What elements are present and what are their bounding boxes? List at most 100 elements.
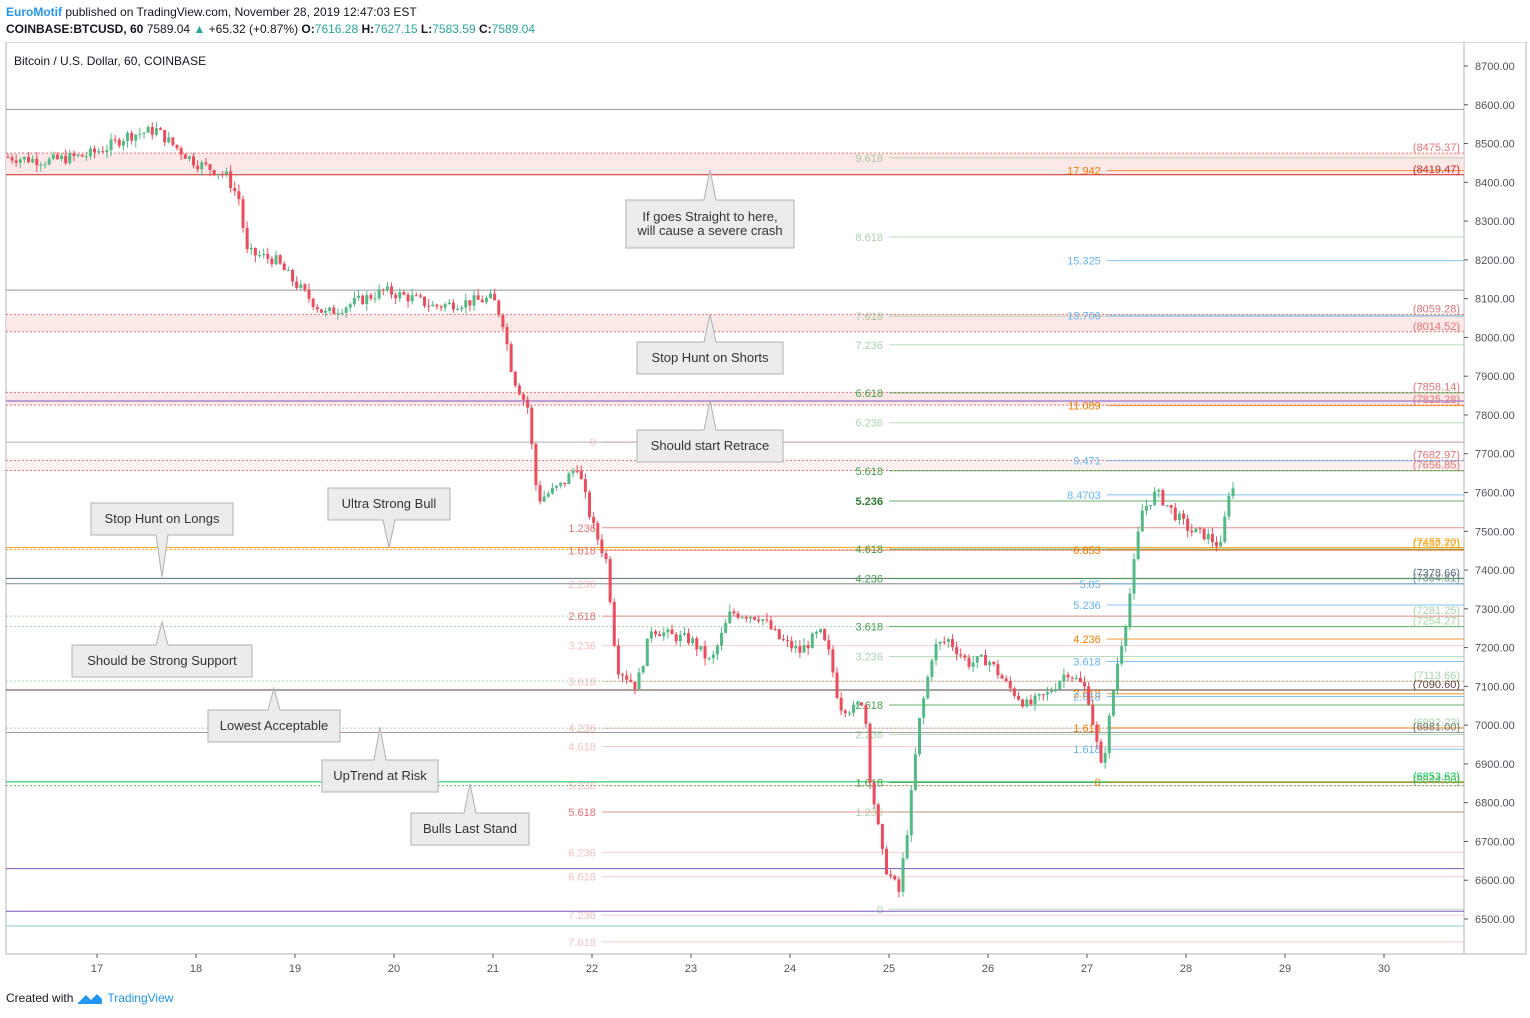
level-tag: (7090.60) — [1413, 679, 1460, 691]
fib-label: 5.618 — [855, 466, 883, 478]
price-tick-label: 7400.00 — [1475, 565, 1515, 577]
time-axis[interactable]: 17 18 19 20 21 22 23 24 25 26 27 28 29 30 — [91, 954, 1390, 975]
fib-label: 2.618 — [1073, 689, 1101, 701]
candle-body — [1045, 692, 1049, 695]
candle-body — [852, 704, 856, 713]
candle-body — [753, 617, 757, 620]
candle-body — [604, 553, 608, 560]
candle-body — [97, 151, 101, 153]
candle-body — [196, 165, 200, 170]
candle-body — [406, 294, 410, 302]
chart-area[interactable]: 0 1.236 1.618 2.236 2.618 3.236 3.618 4.236 4.61… — [0, 41, 1530, 987]
candle-body — [84, 156, 88, 158]
candle-body — [860, 702, 864, 706]
fib-label: 15.325 — [1067, 256, 1101, 268]
candle-body — [460, 307, 464, 310]
candle-body — [1083, 682, 1087, 687]
time-tick-label: 25 — [883, 963, 895, 975]
fib-layer: 0 1.236 1.618 2.236 2.618 3.236 3.618 4.236 4.61… — [568, 153, 1464, 949]
price-chart[interactable]: 0 1.236 1.618 2.236 2.618 3.236 3.618 4.236 4.61… — [0, 41, 1530, 982]
candle-body — [497, 300, 501, 316]
callout-text: will cause a severe crash — [636, 223, 782, 238]
fib-label: 0 — [877, 904, 883, 916]
price-tick-label: 7800.00 — [1475, 410, 1515, 422]
candle-body — [955, 647, 959, 655]
candle-body — [468, 300, 472, 306]
candle-body — [435, 304, 439, 307]
candle-body — [608, 559, 612, 602]
candle-body — [369, 295, 373, 299]
annotation-callout: Bulls Last Stand — [410, 783, 530, 846]
candle-body — [649, 631, 653, 639]
fib-label: 6.618 — [855, 388, 883, 400]
chart-title: Bitcoin / U.S. Dollar, 60, COINBASE — [14, 54, 206, 68]
candle-body — [806, 645, 810, 649]
candle-body — [1008, 680, 1012, 689]
candle-body — [286, 270, 290, 272]
candle-body — [117, 139, 121, 146]
candle-body — [357, 295, 361, 299]
price-tick-label: 6900.00 — [1475, 759, 1515, 771]
candle-body — [35, 158, 39, 166]
price-tick-label: 6600.00 — [1475, 875, 1515, 887]
price-axis-frame[interactable] — [1463, 41, 1527, 955]
candle-body — [1124, 626, 1128, 646]
candle-body — [10, 157, 14, 161]
candle-body — [410, 295, 414, 302]
candle-body — [889, 874, 893, 876]
candle-body — [150, 126, 154, 135]
price-axis[interactable]: 8700.00 8600.00 8500.00 8400.00 8300.00 8200.… — [1464, 61, 1515, 926]
candle-body — [1186, 518, 1190, 531]
candle-body — [575, 470, 579, 472]
candle-body — [988, 661, 992, 666]
candle-body — [443, 304, 447, 308]
level-tag: (8419.47) — [1413, 164, 1460, 176]
candle-body — [402, 292, 406, 295]
author-name[interactable]: EuroMotif — [6, 5, 62, 19]
candle-body — [1070, 677, 1074, 679]
candle-body — [814, 631, 818, 634]
candle-body — [550, 487, 554, 494]
price-tick-label: 7700.00 — [1475, 449, 1515, 461]
candle-body — [897, 879, 901, 892]
candle-body — [959, 654, 963, 656]
price-zone — [6, 153, 1464, 175]
fib-label: 2.618 — [568, 611, 596, 623]
callout-text: Stop Hunt on Longs — [105, 511, 220, 526]
candle-body — [1182, 513, 1186, 519]
price-tick-label: 8000.00 — [1475, 332, 1515, 344]
candle-body — [336, 313, 340, 315]
level-tag: (6981.00) — [1413, 722, 1460, 734]
candle-body — [893, 875, 897, 880]
candle-body — [43, 164, 47, 166]
fib-label: 0 — [590, 437, 596, 449]
candle-body — [348, 304, 352, 308]
candle-body — [93, 148, 97, 153]
candle-body — [1000, 675, 1004, 679]
candle-body — [633, 681, 637, 690]
candle-body — [258, 255, 262, 257]
candle-body — [1087, 686, 1091, 705]
time-tick-label: 18 — [190, 963, 202, 975]
created-with-text: Created with — [6, 991, 74, 1005]
candle-body — [212, 170, 216, 175]
candle-body — [732, 611, 736, 614]
footer: Created with TradingView — [6, 991, 173, 1005]
candle-body — [864, 705, 868, 724]
level-tag: (7825.28) — [1413, 394, 1460, 406]
fib-label: 2.618 — [855, 700, 883, 712]
level-tags: (8475.37) (8419.47) (8059.28) (8014.52) (785… — [1413, 142, 1460, 787]
candle-body — [398, 292, 402, 299]
candle-body — [1029, 699, 1033, 705]
candle-body — [583, 479, 587, 493]
time-tick-label: 23 — [685, 963, 697, 975]
candle-body — [1012, 688, 1016, 696]
callout-box — [636, 313, 784, 375]
annotation-callout: Stop Hunt on Shorts — [636, 313, 784, 375]
candle-body — [385, 286, 389, 291]
price-change: +65.32 (+0.87%) — [208, 22, 299, 36]
tradingview-link[interactable]: TradingView — [107, 991, 174, 1005]
candle-body — [786, 640, 790, 642]
candle-body — [757, 619, 761, 622]
annotation-callout: Ultra Strong Bull — [327, 487, 451, 549]
